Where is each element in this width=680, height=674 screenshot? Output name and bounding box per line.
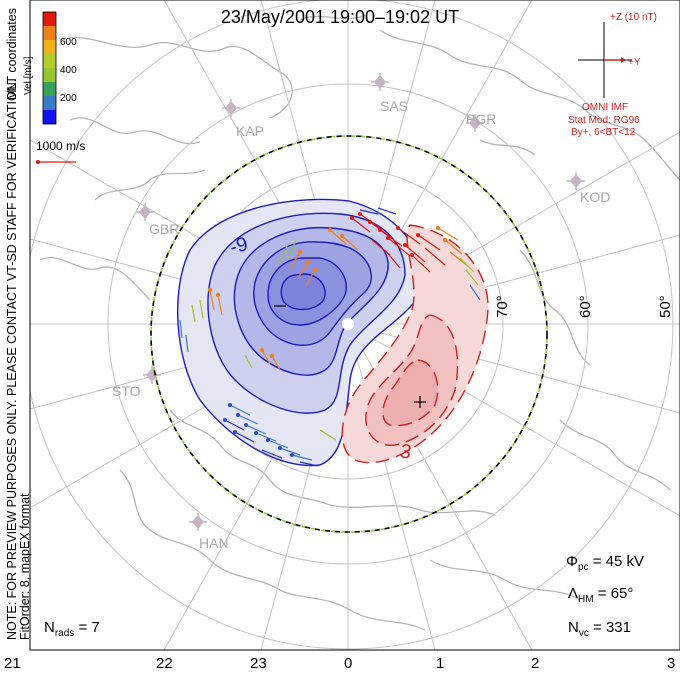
imf-z-label: +Z (10 nT) — [610, 12, 657, 23]
site-label-kap: KAP — [236, 123, 265, 139]
colorbar-tick-400: 400 — [60, 65, 77, 76]
latitude-label-60: 60° — [577, 295, 594, 318]
map-title: 23/May/2001 19:00–19:02 UT — [220, 7, 460, 27]
coastlines — [39, 14, 680, 631]
scale-vector-label: 1000 m/s — [36, 139, 86, 153]
velocity-colorbar — [42, 11, 57, 125]
imf-source: OMNI IMF — [582, 102, 629, 113]
site-label-gbr: GBR — [149, 221, 180, 237]
colorbar-tick-200: 200 — [60, 93, 77, 104]
site-label-han: HAN — [199, 535, 229, 551]
mlt-tick-2: 2 — [531, 655, 540, 672]
imf-conditions: By+, 6<BT<12 — [571, 127, 636, 138]
vector-count: Nvc = 331 — [568, 619, 631, 639]
hm-latitude: ΛHM = 65° — [568, 585, 634, 605]
velocity-vectors — [179, 207, 481, 467]
negative-potential-cell — [177, 198, 423, 467]
site-label-pgr: PGR — [466, 111, 497, 127]
vector-footpoints-red — [350, 212, 420, 257]
imf-y-label: +Y — [628, 57, 641, 68]
latitude-label-70: 70° — [494, 295, 511, 318]
magnetic-pole-dot — [342, 318, 354, 330]
cross-polar-potential: Φpc = 45 kV — [566, 553, 644, 573]
hm-boundary — [150, 135, 548, 533]
contour-extrema — [274, 305, 426, 408]
fit-order-note: FitOrder: 8, mapEX format — [18, 493, 32, 640]
site-label-sto: STO — [112, 383, 141, 399]
colorbar-tick-600: 600 — [60, 37, 77, 48]
mlt-tick-1: 1 — [436, 655, 445, 672]
imf-clock-dial — [578, 22, 632, 98]
mlt-tick-21: 21 — [4, 655, 21, 672]
scale-vector — [36, 160, 76, 164]
vector-footpoints-blue — [223, 403, 294, 457]
site-label-sas: SAS — [380, 98, 409, 114]
positive-potential-cell — [341, 224, 489, 464]
mlt-tick-22: 22 — [156, 655, 173, 672]
mlt-tick-3: 3 — [667, 655, 676, 672]
side-notes: MLT coordinates NOTE: FOR PREVIEW PURPOS… — [2, 0, 32, 674]
mlt-tick-23: 23 — [250, 655, 267, 672]
preview-note: NOTE: FOR PREVIEW PURPOSES ONLY. PLEASE … — [5, 78, 19, 640]
imf-model: Stat Mod: RG96 — [568, 115, 640, 126]
mlt-tick-0: 0 — [344, 655, 353, 672]
site-label-kod: KOD — [580, 189, 611, 205]
vector-footpoints — [207, 225, 448, 359]
radar-site-markers — [136, 73, 585, 531]
colorbar-title: Vel [m/s] — [23, 56, 34, 95]
radar-count: Nrads = 7 — [44, 619, 100, 639]
latitude-label-50: 50° — [657, 295, 674, 318]
